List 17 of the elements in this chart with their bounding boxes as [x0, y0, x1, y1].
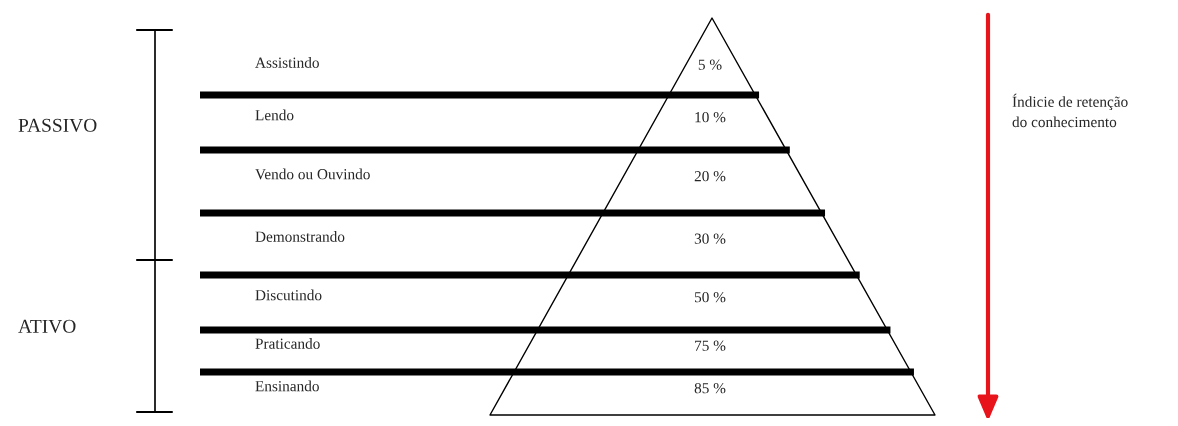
category-label: Demonstrando: [255, 231, 345, 242]
data-label: 5 %: [698, 59, 722, 70]
category-label: Ensinando: [255, 380, 319, 392]
category-label: Discutindo: [255, 289, 322, 301]
category-label: Assistindo: [255, 57, 319, 68]
data-label: 20 %: [694, 171, 726, 182]
category-label: Praticando: [255, 338, 320, 349]
data-label: 30 %: [694, 233, 726, 244]
category-label: Vendo ou Ouvindo: [255, 168, 370, 180]
text: ATIVO: [18, 319, 76, 333]
text: Índicie de retenção do conhecimento: [1012, 93, 1128, 128]
data-label: 75 %: [695, 340, 726, 351]
text: PASSIVO: [18, 118, 97, 132]
data-label: 50 %: [694, 292, 726, 303]
data-label: 85 %: [694, 383, 726, 394]
data-label: 10 %: [695, 112, 726, 123]
category-label: Lendo: [255, 109, 294, 121]
